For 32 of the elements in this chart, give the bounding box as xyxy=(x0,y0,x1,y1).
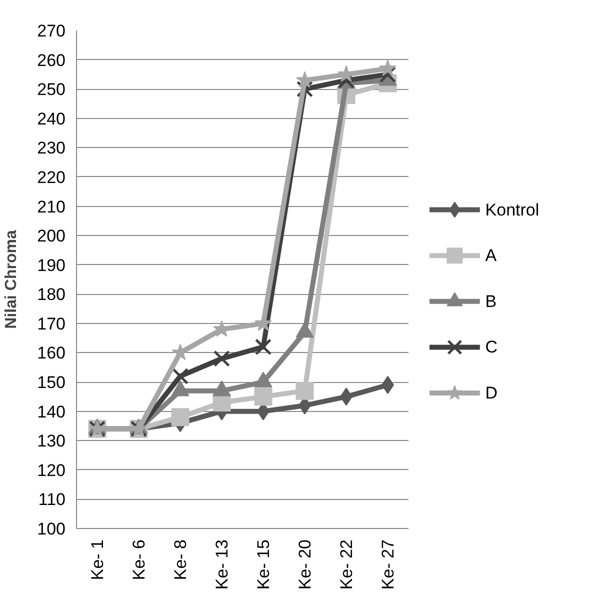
legend-label: A xyxy=(485,246,498,266)
y-tick-label: 270 xyxy=(37,22,66,40)
legend-label: Kontrol xyxy=(485,200,540,220)
y-tick-label: 110 xyxy=(38,490,66,510)
y-tick-label: 170 xyxy=(37,314,66,334)
x-tick-label: Ke- 13 xyxy=(212,539,232,590)
y-tick-label: 150 xyxy=(37,373,66,392)
x-tick-label: Ke- 22 xyxy=(336,539,356,590)
y-tick-label: 190 xyxy=(37,256,66,275)
y-axis-title: Nilai Chroma xyxy=(3,230,20,329)
legend-label: C xyxy=(485,338,498,357)
y-tick-label: 210 xyxy=(37,197,66,216)
y-tick-label: 250 xyxy=(37,80,66,100)
x-tick-label: Ke- 8 xyxy=(170,539,190,580)
y-tick-label: 130 xyxy=(37,432,66,451)
y-tick-label: 220 xyxy=(37,168,66,187)
y-tick-label: 200 xyxy=(37,226,66,246)
x-tick-label: Ke- 27 xyxy=(378,539,398,590)
y-tick-label: 180 xyxy=(37,285,66,304)
y-tick-label: 120 xyxy=(37,460,66,480)
x-tick-label: Ke- 15 xyxy=(254,539,273,590)
legend-label: D xyxy=(485,384,498,403)
y-tick-label: 100 xyxy=(37,520,66,538)
x-tick-label: Ke- 20 xyxy=(295,539,314,590)
y-tick-label: 160 xyxy=(37,344,66,363)
y-tick-label: 260 xyxy=(37,50,66,70)
y-tick-label: 240 xyxy=(37,109,66,128)
y-tick-label: 230 xyxy=(37,138,66,158)
x-tick-label: Ke- 1 xyxy=(88,539,107,580)
x-tick-label: Ke- 6 xyxy=(129,539,148,580)
y-tick-label: 140 xyxy=(37,402,66,422)
legend-label: B xyxy=(485,292,497,311)
